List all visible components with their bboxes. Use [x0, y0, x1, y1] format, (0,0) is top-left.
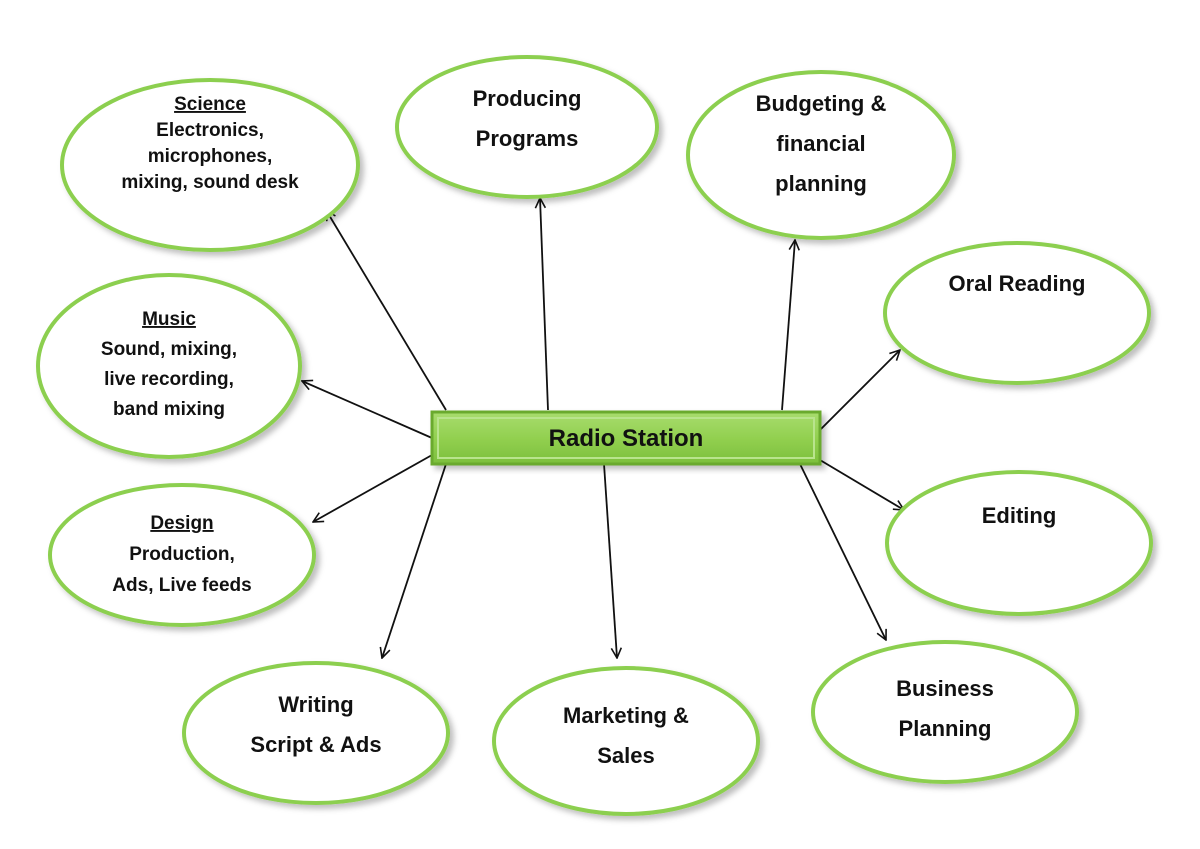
- node-writing: Writing Script & Ads: [182, 661, 450, 805]
- arrow-to-design: [313, 454, 433, 522]
- node-text-line: Planning: [899, 716, 992, 741]
- node-producing: Producing Programs: [395, 55, 659, 199]
- node-text-line: Business: [896, 676, 994, 701]
- center-node: Radio Station: [430, 410, 822, 466]
- node-ellipse: [492, 666, 760, 816]
- node-text-line: Programs: [476, 126, 579, 151]
- node-science: Science Electronics, microphones, mixing, s…: [60, 78, 360, 252]
- connector-arrows: [302, 198, 904, 658]
- arrow-to-marketing: [603, 463, 617, 658]
- node-text-line: Electronics,: [156, 120, 264, 141]
- node-text-line: mixing, sound desk: [121, 172, 299, 193]
- node-ellipse: [883, 241, 1151, 385]
- node-text-line: Marketing &: [563, 703, 689, 728]
- node-business: Business Planning: [811, 640, 1079, 784]
- node-text-line: Production,: [129, 544, 235, 565]
- node-ellipse: [48, 483, 316, 627]
- node-text-line: Sales: [597, 743, 655, 768]
- node-marketing: Marketing & Sales: [492, 666, 760, 816]
- node-budgeting: Budgeting & financial planning: [686, 70, 956, 240]
- node-text-line: band mixing: [113, 399, 225, 420]
- arrow-to-editing: [819, 459, 904, 510]
- node-heading: Science: [174, 94, 246, 115]
- arrow-to-business: [799, 463, 886, 640]
- arrow-to-budgeting: [781, 240, 795, 411]
- node-design: Design Production, Ads, Live feeds: [48, 483, 316, 627]
- node-text-line: microphones,: [148, 146, 273, 167]
- node-heading: Music: [142, 309, 196, 330]
- node-text-line: live recording,: [104, 369, 234, 390]
- arrow-to-producing: [540, 198, 549, 411]
- node-text-line: planning: [775, 171, 867, 196]
- node-ellipse: [60, 78, 360, 252]
- node-text-line: Oral Reading: [949, 271, 1086, 296]
- node-text-line: Editing: [982, 503, 1057, 528]
- node-editing: Editing: [885, 470, 1153, 616]
- node-ellipse: [686, 70, 956, 240]
- node-ellipse: [885, 470, 1153, 616]
- node-text-line: Ads, Live feeds: [112, 575, 251, 596]
- arrow-to-science: [326, 210, 447, 411]
- node-text-line: Script & Ads: [250, 732, 381, 757]
- topic-nodes: Science Electronics, microphones, mixing, s…: [36, 55, 1153, 816]
- center-label: Radio Station: [549, 425, 704, 452]
- node-ellipse: [182, 661, 450, 805]
- node-oral-reading: Oral Reading: [883, 241, 1151, 385]
- arrow-to-oral-reading: [819, 350, 900, 431]
- node-text-line: Producing: [473, 86, 582, 111]
- node-text-line: Sound, mixing,: [101, 339, 237, 360]
- node-text-line: Budgeting &: [756, 91, 887, 116]
- node-text-line: financial: [776, 131, 865, 156]
- node-text-line: Writing: [278, 692, 353, 717]
- node-ellipse: [36, 273, 302, 459]
- arrow-to-writing: [382, 463, 447, 658]
- node-ellipse: [395, 55, 659, 199]
- node-ellipse: [811, 640, 1079, 784]
- node-heading: Design: [150, 513, 213, 534]
- node-music: Music Sound, mixing, live recording, band m…: [36, 273, 302, 459]
- arrow-to-music: [302, 381, 433, 439]
